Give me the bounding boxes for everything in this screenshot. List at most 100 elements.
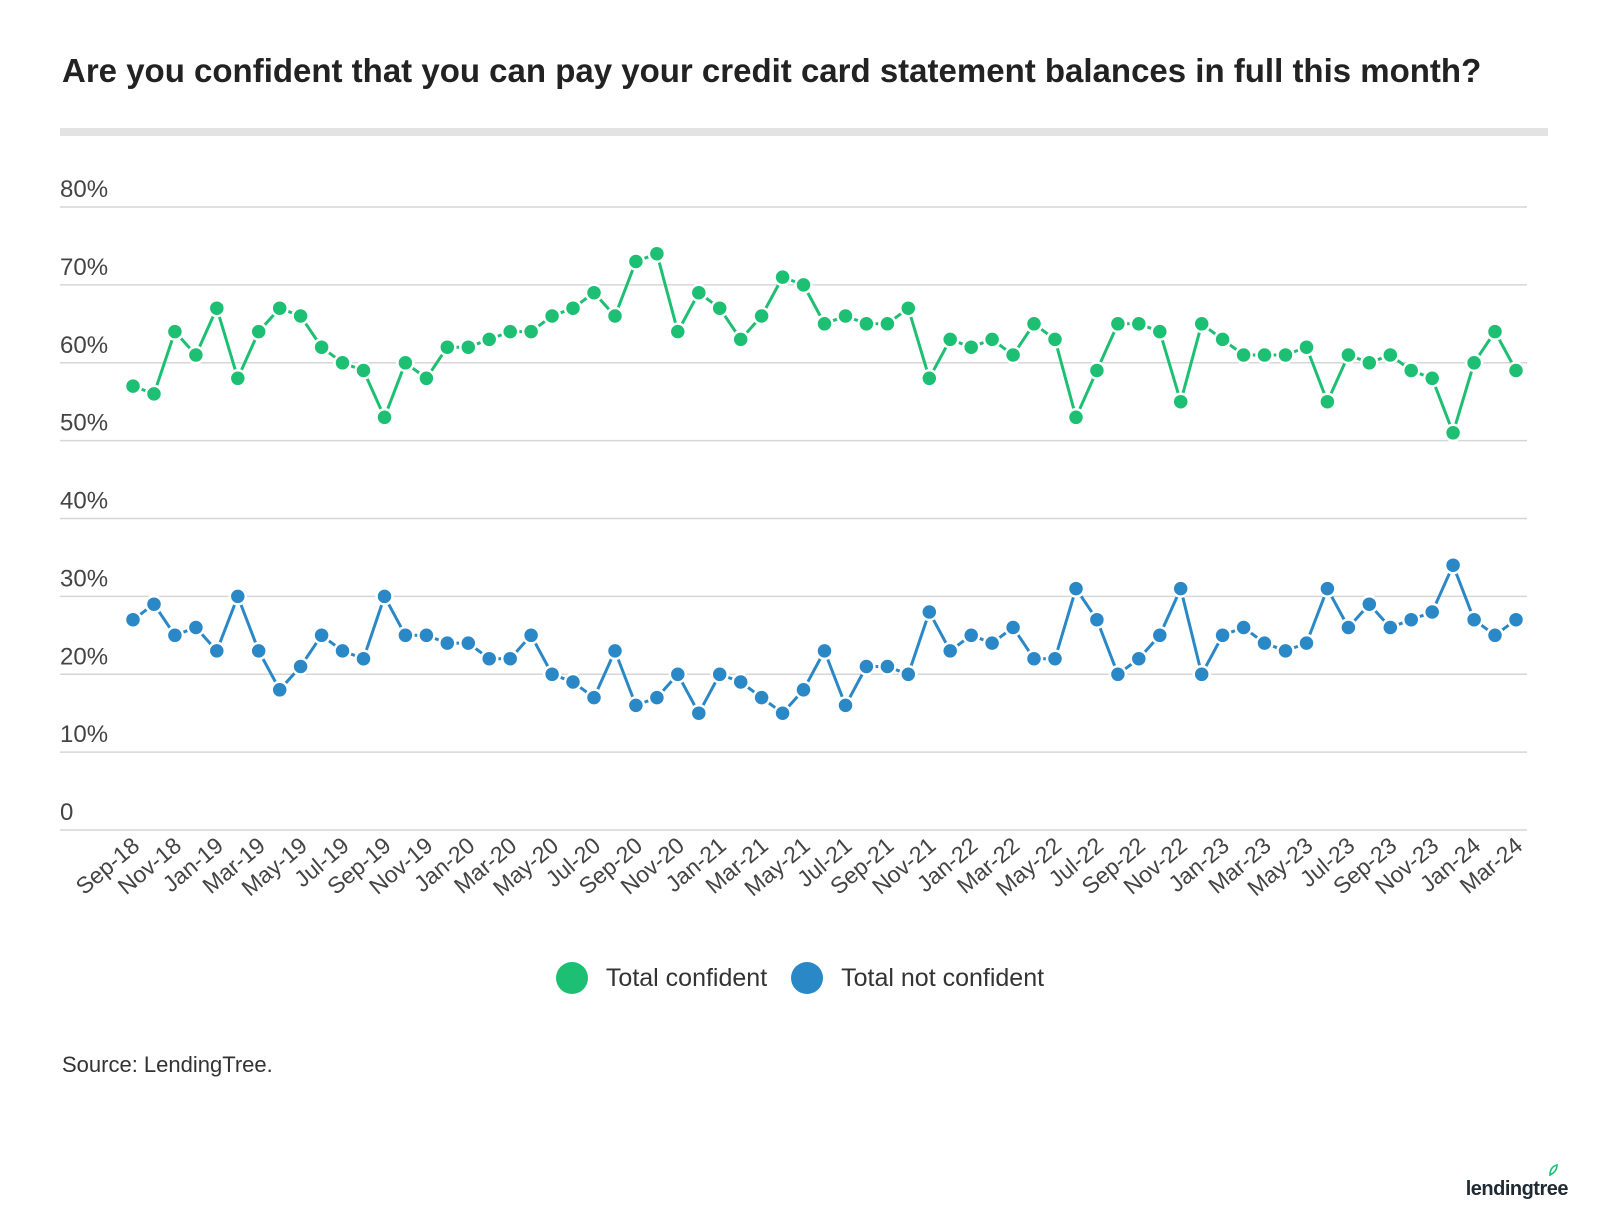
- data-point-confident: Jun-20: 67%: [563, 298, 583, 318]
- data-point-confident: Oct-20: 74%: [647, 244, 667, 263]
- data-point-not-confident: Nov-23: 28%: [1422, 602, 1442, 622]
- data-point-confident: Jun-21: 65%: [815, 314, 834, 334]
- data-point-confident: Jun-19: 62%: [312, 337, 331, 357]
- data-point-not-confident: Nov-19: 25%: [417, 626, 436, 645]
- data-point-confident: Mar-21: 66%: [752, 306, 771, 326]
- data-point-not-confident: May-21: 18%: [794, 680, 813, 700]
- data-point-confident: May-23: 62%: [1297, 337, 1316, 357]
- data-point-not-confident: Jan-21: 20%: [710, 665, 729, 684]
- data-point-confident: Apr-21: 71%: [773, 267, 792, 287]
- data-point-not-confident: Nov-18: 25%: [165, 626, 185, 645]
- data-point-confident: Dec-21: 63%: [940, 330, 960, 349]
- y-tick-label: 70%: [60, 254, 108, 281]
- data-point-confident: Jan-23: 63%: [1213, 330, 1232, 349]
- legend-item-not-confident[interactable]: Total not confident: [791, 962, 1044, 994]
- data-point-not-confident: May-22: 22%: [1045, 649, 1065, 668]
- data-point-confident: Mar-20: 64%: [500, 322, 520, 341]
- data-point-not-confident: Apr-22: 22%: [1024, 649, 1044, 668]
- data-point-not-confident: Jun-19: 25%: [312, 626, 331, 645]
- data-point-not-confident: Oct-20: 17%: [647, 688, 667, 707]
- data-point-not-confident: Nov-20: 20%: [668, 665, 688, 684]
- data-point-confident: Sep-23: 61%: [1381, 345, 1400, 365]
- data-point-confident: Feb-24: 64%: [1485, 322, 1505, 341]
- data-point-confident: Feb-19: 58%: [228, 369, 248, 388]
- y-tick-label: 0: [60, 799, 73, 826]
- legend-item-confident[interactable]: Total confident: [555, 962, 768, 994]
- data-point-not-confident: Sep-20: 16%: [626, 696, 646, 715]
- data-point-not-confident: May-19: 21%: [291, 657, 310, 676]
- data-point-confident: Dec-19: 62%: [438, 337, 457, 357]
- data-point-not-confident: Oct-21: 20%: [899, 665, 918, 684]
- data-point-not-confident: Aug-23: 29%: [1360, 594, 1379, 614]
- data-point-confident: Jul-22: 59%: [1087, 361, 1107, 380]
- data-point-not-confident: Apr-19: 18%: [270, 680, 289, 700]
- data-point-not-confident: Sep-18: 27%: [123, 610, 143, 629]
- data-point-confident: May-19: 66%: [291, 306, 310, 326]
- data-point-not-confident: Mar-24: 27%: [1506, 610, 1526, 629]
- data-point-not-confident: Jul-22: 27%: [1087, 610, 1107, 629]
- data-point-not-confident: Apr-23: 23%: [1276, 641, 1295, 661]
- data-point-confident: Aug-21: 65%: [857, 314, 876, 334]
- data-point-confident: Jul-19: 60%: [333, 353, 352, 373]
- data-point-not-confident: Jul-19: 23%: [333, 641, 352, 661]
- data-point-confident: Nov-23: 58%: [1422, 369, 1442, 388]
- data-point-not-confident: Jul-20: 17%: [584, 688, 604, 707]
- data-point-not-confident: Jan-20: 24%: [459, 633, 478, 653]
- data-point-confident: Jul-20: 69%: [584, 283, 604, 302]
- y-tick-label: 10%: [60, 721, 108, 748]
- data-point-confident: Sep-22: 65%: [1129, 314, 1149, 334]
- data-point-not-confident: Dec-22: 20%: [1192, 665, 1211, 684]
- data-point-not-confident: Dec-20: 15%: [689, 703, 709, 723]
- data-point-confident: Dec-23: 51%: [1443, 423, 1463, 443]
- y-tick-label: 40%: [60, 488, 108, 515]
- data-point-not-confident: Jul-21: 16%: [836, 696, 855, 715]
- data-point-not-confident: Mar-20: 22%: [500, 649, 520, 668]
- data-point-confident: Nov-19: 58%: [417, 369, 436, 388]
- data-point-confident: Jan-20: 62%: [459, 337, 478, 357]
- data-point-confident: Jan-22: 62%: [961, 337, 981, 357]
- legend-label-not-confident: Total not confident: [841, 963, 1045, 992]
- data-point-confident: May-20: 66%: [542, 306, 562, 326]
- chart-legend: Total confident Total not confident: [0, 962, 1600, 994]
- data-point-confident: Nov-20: 64%: [668, 322, 688, 341]
- data-point-not-confident: Feb-19: 30%: [228, 587, 248, 606]
- data-point-confident: Nov-21: 58%: [920, 369, 939, 388]
- data-point-not-confident: Oct-23: 27%: [1401, 610, 1421, 629]
- data-point-confident: Mar-22: 61%: [1003, 345, 1023, 365]
- data-point-not-confident: Sep-21: 21%: [878, 657, 897, 676]
- title-divider: [60, 128, 1548, 136]
- data-point-confident: Mar-19: 64%: [249, 322, 268, 341]
- data-point-not-confident: Jan-19: 23%: [207, 641, 227, 661]
- legend-label-confident: Total confident: [605, 963, 768, 992]
- data-point-not-confident: Sep-23: 26%: [1381, 618, 1400, 637]
- data-point-not-confident: Apr-20: 25%: [521, 626, 541, 645]
- data-point-confident: Jun-22: 53%: [1066, 408, 1086, 427]
- data-point-confident: Oct-23: 59%: [1401, 361, 1421, 380]
- data-point-confident: Sep-19: 53%: [375, 408, 394, 427]
- data-point-not-confident: Mar-23: 24%: [1255, 633, 1274, 653]
- data-point-confident: Jul-21: 66%: [836, 306, 855, 326]
- data-point-confident: Apr-20: 64%: [521, 322, 541, 341]
- data-point-confident: Feb-23: 61%: [1234, 345, 1253, 365]
- data-point-confident: Mar-23: 61%: [1255, 345, 1274, 365]
- data-point-confident: Nov-22: 55%: [1171, 392, 1190, 411]
- data-point-confident: Aug-20: 66%: [605, 306, 625, 326]
- data-point-not-confident: Jun-21: 23%: [815, 641, 834, 661]
- legend-swatch-confident: [555, 962, 588, 994]
- source-note: Source: LendingTree.: [62, 1052, 273, 1077]
- line-chart: 010%20%30%40%50%60%70%80%Sep-18Nov-18Jan…: [60, 176, 1527, 901]
- data-point-not-confident: Feb-24: 25%: [1485, 626, 1505, 645]
- data-point-confident: Dec-20: 69%: [689, 283, 709, 302]
- data-point-not-confident: Jan-23: 25%: [1213, 626, 1232, 645]
- data-point-confident: Mar-24: 59%: [1506, 361, 1526, 380]
- y-tick-label: 80%: [60, 176, 108, 203]
- brand-logo: lendingtree: [1465, 1178, 1569, 1200]
- data-point-confident: Oct-19: 60%: [396, 353, 415, 373]
- data-point-confident: Jan-21: 67%: [710, 298, 729, 318]
- data-point-not-confident: Dec-21: 23%: [940, 641, 960, 661]
- data-point-not-confident: Apr-21: 15%: [773, 703, 792, 723]
- y-tick-label: 60%: [60, 332, 108, 359]
- data-point-confident: Oct-22: 64%: [1150, 322, 1170, 341]
- y-tick-label: 30%: [60, 565, 108, 592]
- data-point-not-confident: May-20: 20%: [542, 665, 562, 684]
